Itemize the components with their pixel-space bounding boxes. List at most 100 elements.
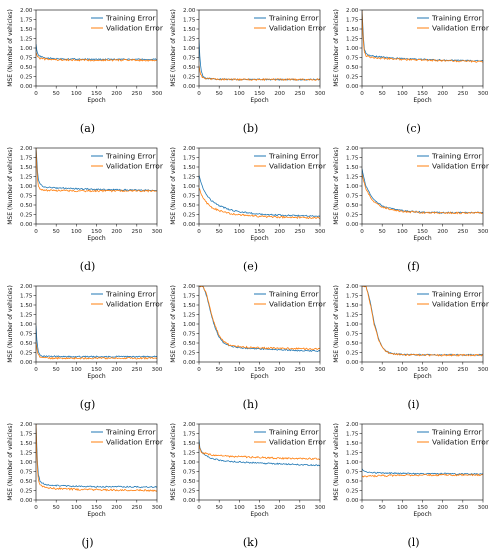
legend-label: Training Error [431,14,482,23]
y-tick-label: 1.00 [346,184,359,190]
x-tick-label: 100 [397,505,408,511]
y-tick-label: 0.50 [346,65,359,71]
y-tick-label: 0.75 [20,470,33,476]
chart-svg: 0.00 0.25 0.50 0.75 1.00 1.25 1.50 1.75 2.00 0 50 1… [333,422,489,518]
y-tick-label: 0.50 [346,341,359,347]
x-tick-label: 300 [315,367,326,373]
panel-caption: (f) [407,260,420,273]
panel-caption: (e) [242,260,259,273]
x-tick-label: 150 [417,367,428,373]
y-tick-label: 0.75 [346,56,359,62]
training-error-line [36,424,157,489]
y-tick-label: 0.75 [183,194,196,200]
x-tick-label: 200 [274,91,285,97]
legend-label: Validation Error [106,24,164,33]
y-tick-label: 1.50 [346,441,359,447]
y-tick-label: 0.00 [20,498,33,504]
x-axis-label: Epoch [413,235,432,242]
y-tick-label: 2.00 [183,8,196,14]
panel-caption: (d) [79,260,96,273]
x-tick-label: 300 [152,91,163,97]
x-axis-label: Epoch [250,511,269,518]
chart-panel: 0.00 0.25 0.50 0.75 1.00 1.25 1.50 1.75 2.00 0 50 1… [332,280,489,417]
chart-svg: 0.00 0.25 0.50 0.75 1.00 1.25 1.50 1.75 2.00 0 50 1… [333,284,489,380]
y-tick-label: 1.25 [20,313,33,319]
y-tick-label: 0.50 [346,479,359,485]
y-tick-label: 0.00 [346,498,359,504]
x-tick-label: 100 [234,91,245,97]
validation-error-line [362,173,483,215]
x-tick-label: 100 [234,229,245,235]
y-tick-label: 1.25 [346,37,359,43]
y-tick-label: 0.25 [346,75,359,81]
y-tick-label: 1.50 [346,303,359,309]
training-error-line [362,468,483,476]
training-error-line [199,39,320,81]
y-tick-label: 0.75 [183,56,196,62]
chart-panel: 0.00 0.25 0.50 0.75 1.00 1.25 1.50 1.75 2.00 0 50 1… [332,418,489,555]
y-tick-label: 1.25 [183,175,196,181]
y-tick-label: 1.50 [183,165,196,171]
y-tick-label: 0.00 [20,84,33,90]
x-tick-label: 150 [254,91,265,97]
x-tick-label: 100 [397,229,408,235]
validation-error-line [362,473,483,478]
y-tick-label: 1.25 [183,313,196,319]
x-tick-label: 250 [457,91,468,97]
y-tick-label: 2.00 [346,422,359,428]
x-tick-label: 200 [111,505,122,511]
y-tick-label: 1.00 [183,46,196,52]
y-tick-label: 1.25 [346,175,359,181]
y-tick-label: 0.00 [183,84,196,90]
x-tick-label: 100 [397,91,408,97]
chart-panel: 0.00 0.25 0.50 0.75 1.00 1.25 1.50 1.75 2.00 0 50 1… [169,280,332,417]
y-tick-label: 1.50 [183,303,196,309]
y-tick-label: 0.50 [346,203,359,209]
y-axis-label: MSE (Number of vehicles) [7,285,14,363]
legend-label: Training Error [268,152,319,161]
x-tick-label: 0 [34,229,38,235]
validation-error-line [36,52,157,62]
x-tick-label: 150 [417,91,428,97]
x-tick-label: 50 [216,91,224,97]
y-tick-label: 0.75 [183,470,196,476]
x-tick-label: 200 [437,367,448,373]
y-tick-label: 0.25 [20,213,33,219]
y-tick-label: 2.00 [20,284,33,290]
x-tick-label: 50 [53,505,61,511]
x-tick-label: 150 [254,229,265,235]
y-tick-label: 1.25 [20,37,33,43]
y-tick-label: 0.75 [20,194,33,200]
x-axis-label: Epoch [87,373,106,380]
y-tick-label: 1.50 [346,165,359,171]
validation-error-line [199,188,320,219]
y-tick-label: 1.75 [346,432,359,438]
x-tick-label: 0 [197,91,201,97]
x-tick-label: 250 [294,91,305,97]
y-tick-label: 0.75 [20,332,33,338]
x-tick-label: 200 [274,229,285,235]
x-axis-label: Epoch [250,373,269,380]
x-tick-label: 0 [197,505,201,511]
legend-label: Validation Error [432,24,489,33]
x-axis-label: Epoch [413,97,432,104]
x-axis-label: Epoch [87,235,106,242]
y-tick-label: 0.25 [183,489,196,495]
x-tick-label: 150 [417,229,428,235]
y-axis-label: MSE (Number of vehicles) [333,423,340,501]
x-tick-label: 300 [315,505,326,511]
validation-error-line [36,424,157,492]
legend-label: Training Error [268,14,319,23]
training-error-line [199,439,320,467]
y-tick-label: 1.25 [183,37,196,43]
panel-caption: (a) [79,122,96,135]
x-tick-label: 200 [437,505,448,511]
chart-svg: 0.00 0.25 0.50 0.75 1.00 1.25 1.50 1.75 2.00 0 50 1… [170,284,327,380]
validation-error-line [362,286,483,357]
training-error-line [36,148,157,192]
chart-svg: 0.00 0.25 0.50 0.75 1.00 1.25 1.50 1.75 2.00 0 50 1… [333,146,489,242]
x-tick-label: 0 [197,367,201,373]
x-tick-label: 50 [379,367,387,373]
legend-label: Validation Error [269,438,327,447]
